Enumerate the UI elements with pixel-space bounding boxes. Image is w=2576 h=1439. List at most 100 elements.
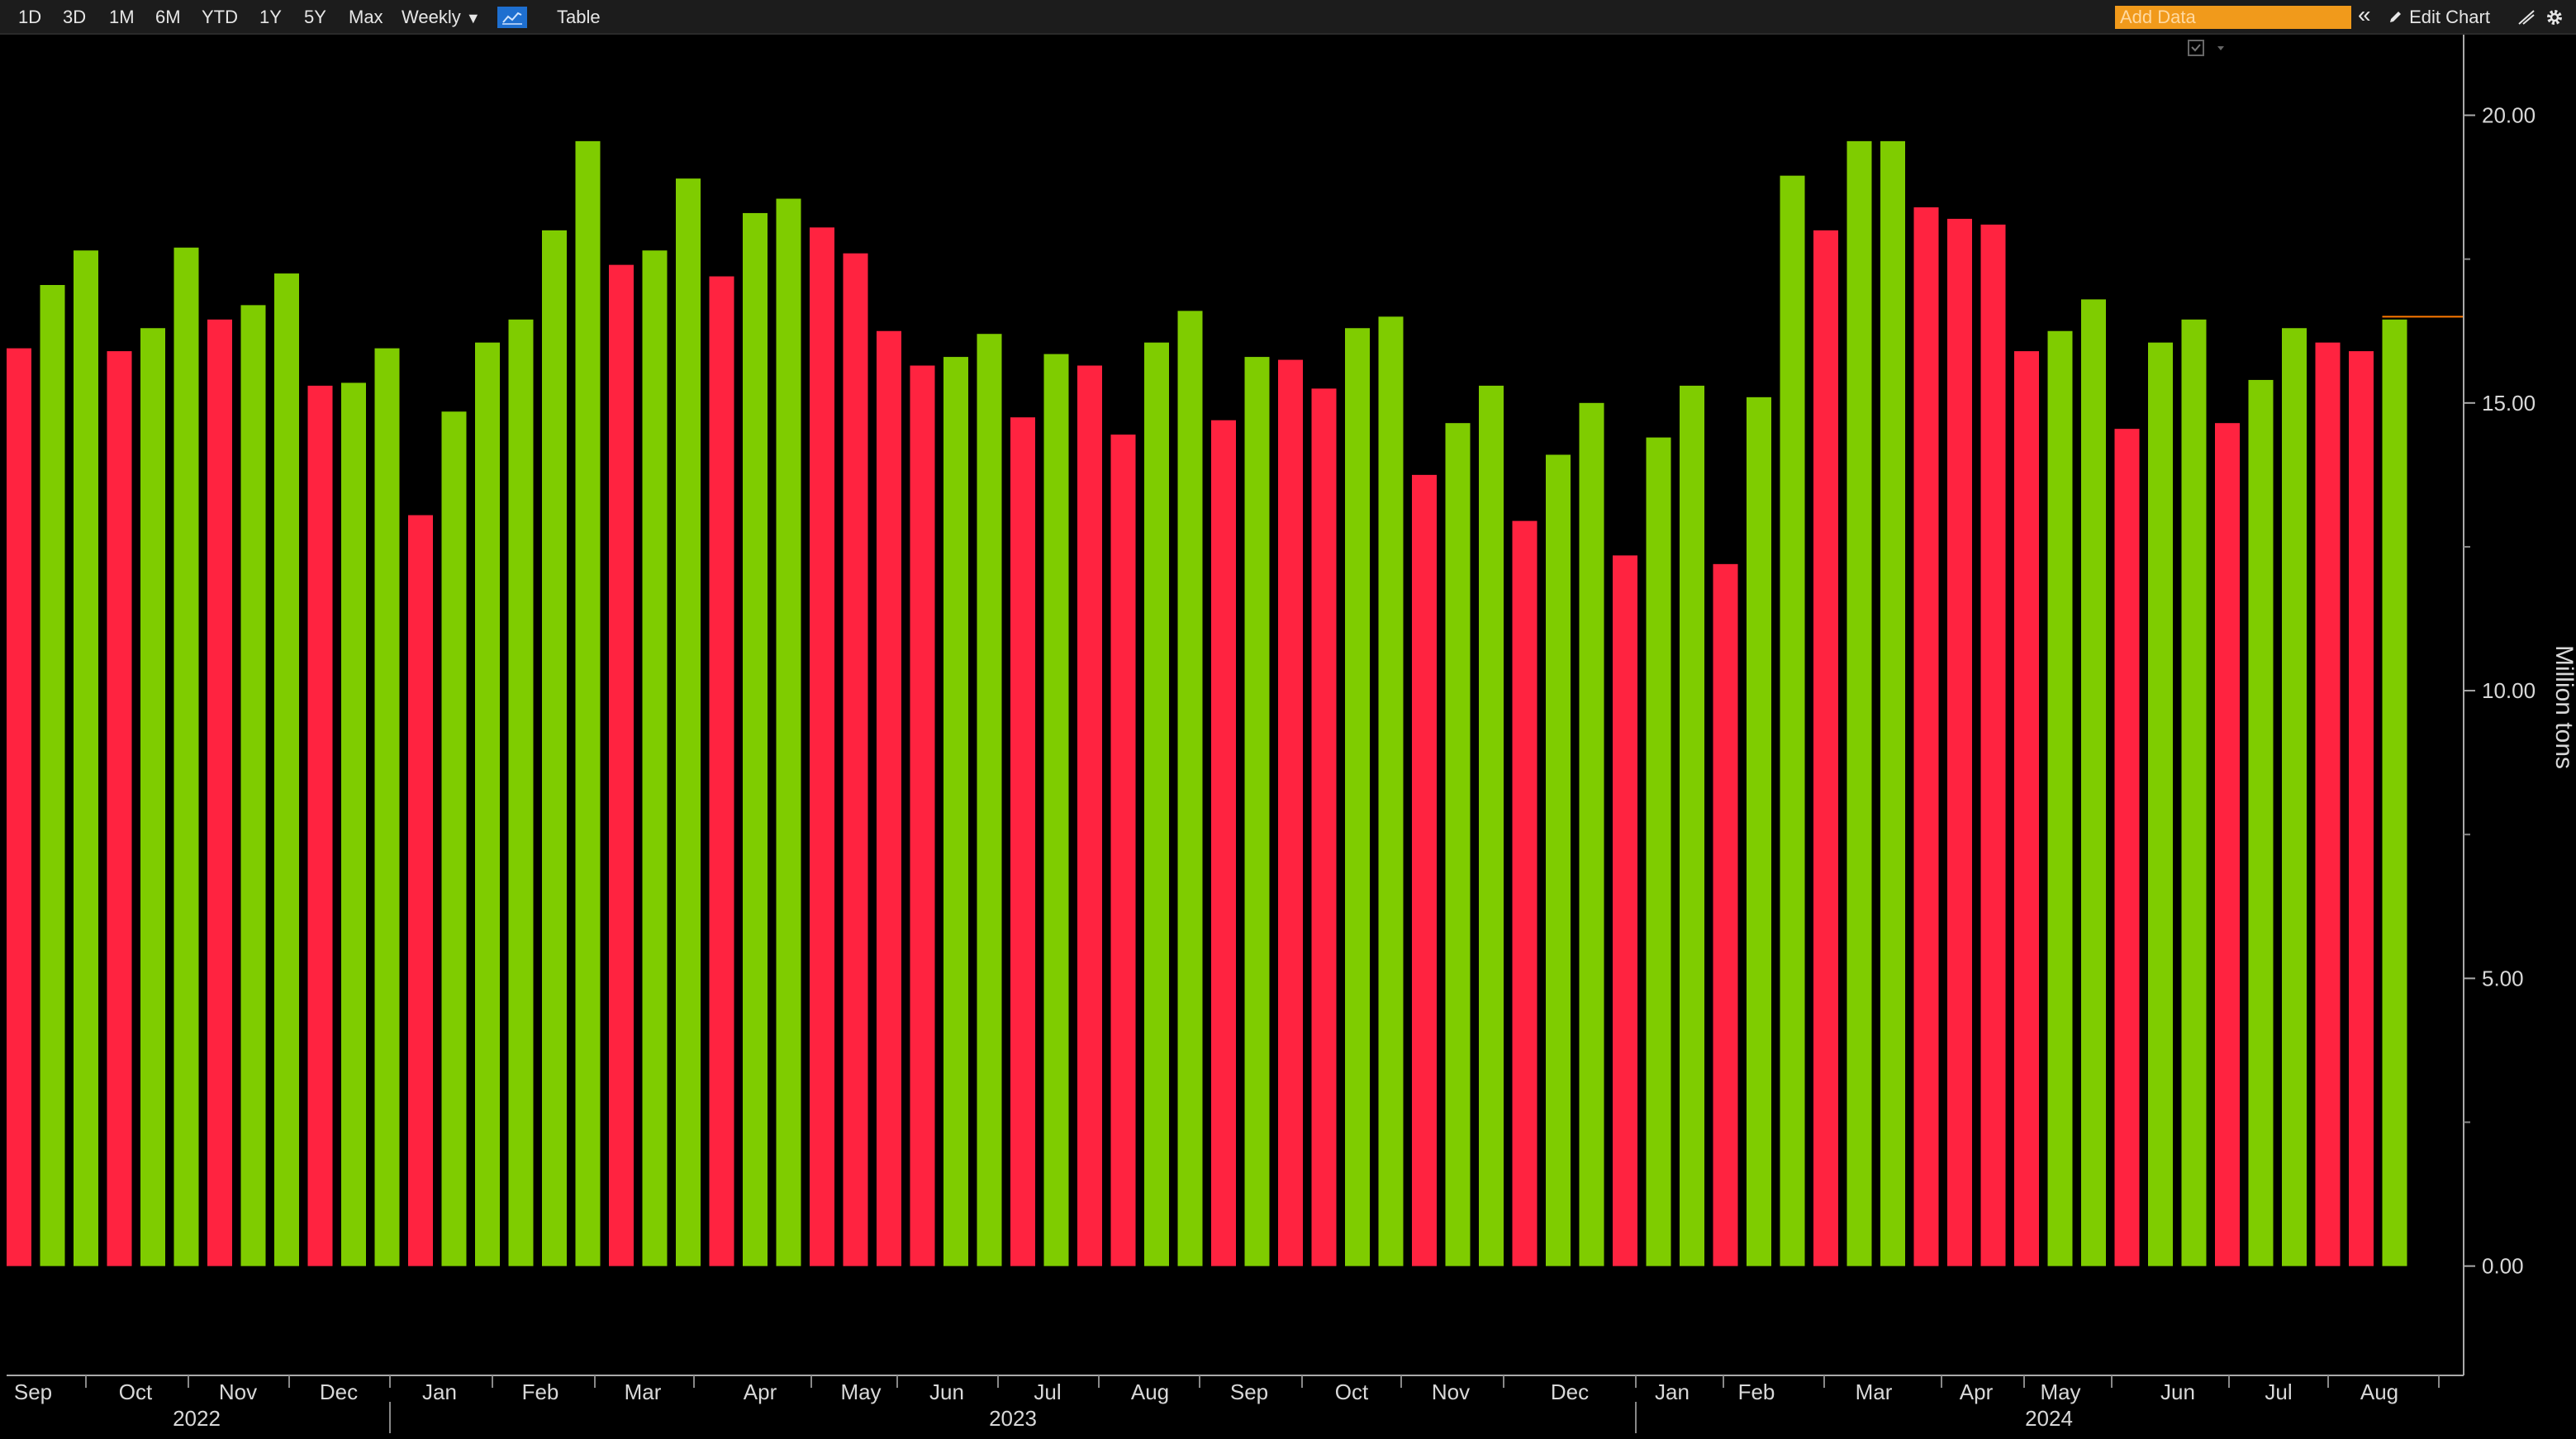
bar: [1244, 357, 1270, 1266]
bar: [107, 351, 132, 1266]
table-button[interactable]: Table: [557, 7, 601, 27]
bar: [843, 253, 868, 1266]
y-tick-label: 10.00: [2482, 678, 2536, 703]
edit-lines-icon[interactable]: [2517, 7, 2536, 32]
x-month-label: Jul: [2265, 1380, 2292, 1404]
range-3d-button[interactable]: 3D: [63, 7, 87, 27]
x-month-label: Jul: [1034, 1380, 1061, 1404]
x-month-label: Nov: [1432, 1380, 1470, 1404]
x-month-label: Aug: [1131, 1380, 1169, 1404]
bar: [1813, 230, 1838, 1266]
bar: [1546, 454, 1571, 1266]
y-tick-label: 15.00: [2482, 391, 2536, 416]
bar: [2282, 328, 2307, 1266]
bar: [374, 348, 400, 1266]
x-month-label: Oct: [119, 1380, 153, 1404]
x-month-label: May: [840, 1380, 881, 1404]
bar: [1947, 218, 1972, 1266]
bar: [441, 411, 467, 1266]
add-data-input[interactable]: Add Data: [2115, 6, 2351, 29]
bar: [575, 140, 601, 1266]
x-month-label: Feb: [1738, 1380, 1775, 1404]
bar: [977, 334, 1002, 1266]
pencil-icon: [2390, 12, 2401, 22]
range-1d-button[interactable]: 1D: [18, 7, 42, 27]
bar: [1913, 207, 1939, 1266]
x-month-label: Mar: [1856, 1380, 1893, 1404]
bar: [1412, 474, 1437, 1266]
range-1m-button[interactable]: 1M: [109, 7, 135, 27]
edit-chart-label: Edit Chart: [2409, 7, 2490, 27]
bar: [1512, 520, 1538, 1266]
bar: [1144, 342, 1169, 1266]
x-month-label: Jun: [929, 1380, 964, 1404]
bar: [1378, 316, 1404, 1266]
bar: [943, 357, 968, 1266]
bar: [1680, 385, 1704, 1266]
bar: [2215, 423, 2240, 1266]
bar: [240, 305, 266, 1266]
bar: [676, 178, 701, 1266]
bar: [776, 198, 801, 1266]
gear-icon[interactable]: [2545, 7, 2564, 32]
bar: [2181, 319, 2207, 1266]
range-ytd-button[interactable]: YTD: [202, 7, 238, 27]
bar: [274, 273, 299, 1266]
edit-chart-button[interactable]: Edit Chart: [2388, 5, 2490, 30]
bar: [2081, 299, 2106, 1266]
x-year-label: 2023: [989, 1406, 1037, 1431]
bar: [508, 319, 534, 1266]
bar: [642, 250, 668, 1266]
legend-toggle[interactable]: [2188, 40, 2226, 56]
bar: [609, 264, 634, 1266]
bar: [743, 212, 768, 1266]
bar: [877, 330, 901, 1266]
bar: [1846, 140, 1872, 1266]
x-month-label: Feb: [522, 1380, 559, 1404]
bar: [475, 342, 500, 1266]
bar: [1880, 140, 1905, 1266]
bar: [1613, 555, 1637, 1266]
bar: [2382, 319, 2407, 1266]
x-month-label: Nov: [219, 1380, 257, 1404]
bar: [2248, 379, 2274, 1266]
range-6m-button[interactable]: 6M: [155, 7, 181, 27]
x-axis: Sep Oct Nov Dec Jan Feb Mar Apr May Jun Jul Aug Sep O…: [14, 1375, 2440, 1433]
bar: [709, 276, 734, 1266]
x-year-label: 2022: [173, 1406, 221, 1431]
bar: [1479, 385, 1504, 1266]
range-max-button[interactable]: Max: [349, 7, 383, 27]
x-month-label: Mar: [625, 1380, 662, 1404]
x-month-label: Aug: [2360, 1380, 2398, 1404]
y-tick-label: 0.00: [2482, 1254, 2524, 1279]
bar: [910, 365, 935, 1266]
bar: [408, 515, 433, 1266]
bar: [1110, 435, 1136, 1266]
line-chart-icon[interactable]: [497, 7, 527, 28]
bar: [7, 348, 31, 1266]
bar: [1445, 423, 1471, 1266]
range-1y-button[interactable]: 1Y: [259, 7, 282, 27]
y-minor-ticks: [2464, 258, 2470, 1123]
x-month-label: Jan: [422, 1380, 457, 1404]
bar: [307, 385, 333, 1266]
bar: [40, 285, 65, 1266]
x-month-label: Dec: [320, 1380, 358, 1404]
bar: [2047, 330, 2073, 1266]
y-axis-label: Million tons: [2550, 645, 2576, 769]
collapse-icon[interactable]: «: [2358, 2, 2371, 27]
bar: [1345, 328, 1370, 1266]
bar: [341, 382, 366, 1266]
range-5y-button[interactable]: 5Y: [304, 7, 326, 27]
bar-series: [7, 140, 2407, 1266]
frequency-dropdown[interactable]: Weekly ▼: [402, 5, 481, 30]
chart-toolbar: 1D 3D 1M 6M YTD 1Y 5Y Max Weekly ▼ Table…: [0, 0, 2576, 35]
bar: [1713, 563, 1738, 1266]
x-month-label: Apr: [744, 1380, 777, 1404]
bar: [1646, 437, 1671, 1266]
bar: [1077, 365, 1102, 1266]
y-tick-label: 5.00: [2482, 966, 2524, 990]
bar: [810, 227, 834, 1266]
x-month-label: Jan: [1655, 1380, 1690, 1404]
